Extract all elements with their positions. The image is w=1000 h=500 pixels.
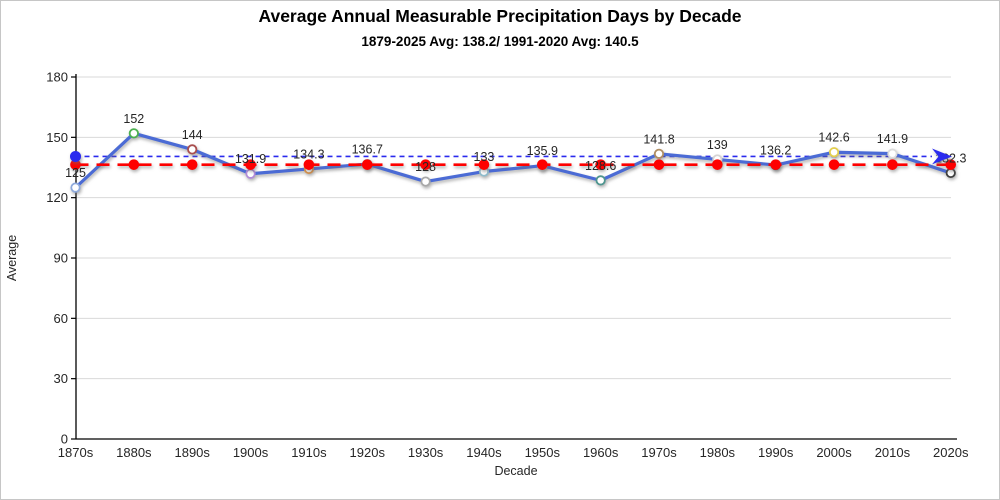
avg-dot-1970s [653,159,665,170]
x-tick-label: 1920s [350,445,386,460]
avg-start-dot [70,150,81,162]
avg-dot-1890s [186,159,198,170]
y-tick-label: 60 [54,311,68,326]
avg-end-arrow-icon [932,148,952,165]
avg-dot-1910s [303,159,315,170]
data-point-2010s [887,148,898,159]
avg-dot-1980s [712,159,723,170]
x-tick-label: 1930s [408,445,444,460]
value-label-1870s: 125 [65,166,86,180]
y-tick-label: 150 [46,130,68,145]
x-tick-label: 2020s [933,445,969,460]
x-tick-label: 1880s [116,445,152,460]
value-label-1910s: 134.3 [293,147,324,161]
x-tick-label: 1980s [700,445,736,460]
y-tick-label: 120 [46,190,68,205]
data-point-1900s [245,168,256,179]
data-point-2000s [828,147,840,158]
y-tick-label: 90 [54,251,68,266]
value-label-1990s: 136.2 [760,144,791,158]
avg-dot-1930s [420,159,431,170]
chart-title: Average Annual Measurable Precipitation … [258,6,742,26]
avg-dot-2000s [828,159,840,170]
value-label-1960s: 128.6 [585,159,616,173]
avg-dot-2010s [887,159,898,170]
y-axis-title: Average [5,235,19,281]
data-point-1880s [128,128,139,139]
data-point-1890s [187,144,198,155]
x-tick-label: 2010s [875,445,911,460]
x-tick-label: 1950s [525,445,561,460]
value-label-1980s: 139 [707,138,728,152]
y-tick-label: 180 [46,70,68,85]
x-tick-label: 1990s [758,445,794,460]
x-tick-label: 1910s [291,445,327,460]
data-point-1870s [70,182,81,193]
chart-subtitle: 1879-2025 Avg: 138.2/ 1991-2020 Avg: 140… [361,34,639,49]
value-label-1970s: 141.8 [643,132,674,146]
avg-dot-2020s [945,159,957,170]
y-tick-label: 30 [54,371,68,386]
data-point-1960s [595,175,606,186]
value-label-1940s: 133 [474,150,495,164]
x-tick-label: 1900s [233,445,269,460]
data-point-1930s [420,176,431,187]
data-point-1970s [653,148,665,159]
avg-dot-1940s [478,159,490,170]
x-tick-label: 1940s [466,445,502,460]
avg-1991-2020-endpoints [70,148,952,165]
value-label-2000s: 142.6 [818,131,849,145]
avg-dot-1900s [245,159,256,170]
value-label-1920s: 136.7 [352,143,383,157]
x-tick-label: 1970s [641,445,677,460]
decade-average-line [73,131,953,190]
value-label-2010s: 141.9 [877,132,908,146]
value-label-1880s: 152 [123,112,144,126]
x-tick-label: 1960s [583,445,619,460]
x-axis-title: Decade [494,464,537,478]
avg-dot-1880s [128,159,140,170]
avg-dot-1920s [361,159,373,170]
y-tick-label: 0 [61,432,68,447]
data-point-2020s [945,167,956,179]
avg-dot-1960s [595,159,606,170]
x-tick-label: 1890s [174,445,210,460]
value-label-1900s: 131.9 [235,152,266,166]
avg-dot-1870s [70,159,81,170]
x-tick-label: 2000s [816,445,852,460]
value-label-1950s: 135.9 [527,144,558,158]
value-label-1890s: 144 [182,128,203,142]
x-tick-label: 1870s [58,445,94,460]
avg-dot-1950s [537,159,548,170]
avg-1879-2025-series [70,159,957,170]
value-label-1930s: 128 [415,160,436,174]
avg-dot-1990s [770,159,781,170]
